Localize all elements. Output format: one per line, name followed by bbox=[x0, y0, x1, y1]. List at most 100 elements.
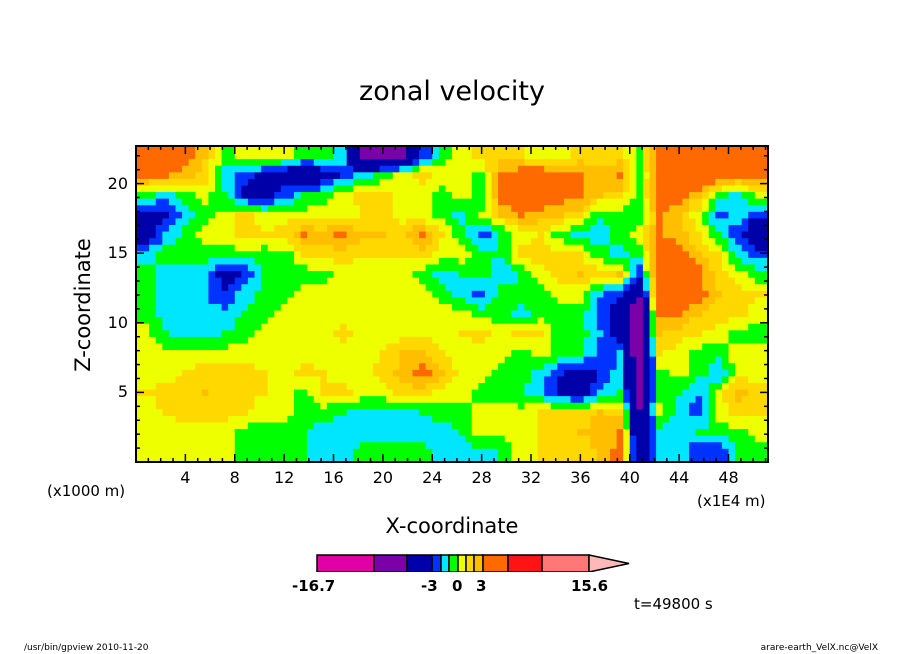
heatmap-cell bbox=[583, 304, 591, 312]
heatmap-cell bbox=[471, 442, 479, 450]
heatmap-cell bbox=[603, 304, 611, 312]
heatmap-cell bbox=[570, 442, 578, 450]
heatmap-cell bbox=[583, 402, 591, 410]
heatmap-cell bbox=[550, 277, 558, 285]
heatmap-cell bbox=[563, 277, 572, 285]
heatmap-cell bbox=[307, 277, 315, 285]
heatmap-cell bbox=[471, 146, 479, 154]
heatmap-cell bbox=[419, 185, 427, 193]
heatmap-cell bbox=[458, 211, 466, 220]
heatmap-cell bbox=[471, 284, 479, 292]
heatmap-cell bbox=[215, 238, 223, 246]
heatmap-cell bbox=[524, 244, 532, 252]
heatmap-cell bbox=[550, 290, 558, 299]
heatmap-cell bbox=[590, 198, 598, 206]
heatmap-cell bbox=[386, 402, 394, 410]
heatmap-cell bbox=[307, 172, 315, 180]
heatmap-cell bbox=[445, 343, 453, 351]
heatmap-cell bbox=[175, 336, 183, 345]
heatmap-cell bbox=[438, 330, 447, 338]
heatmap-cell bbox=[261, 402, 269, 410]
heatmap-cell bbox=[577, 284, 585, 292]
heatmap-cell bbox=[267, 178, 275, 187]
heatmap-cell bbox=[669, 343, 677, 351]
heatmap-cell bbox=[307, 317, 315, 325]
heatmap-cell bbox=[419, 257, 427, 266]
heatmap-cell bbox=[649, 304, 657, 312]
heatmap-cell bbox=[669, 350, 677, 358]
heatmap-cell bbox=[754, 211, 763, 220]
heatmap-cell bbox=[438, 310, 447, 318]
heatmap-cell bbox=[438, 238, 447, 246]
heatmap-cell bbox=[340, 369, 348, 378]
heatmap-cell bbox=[629, 383, 637, 391]
heatmap-cell bbox=[386, 198, 394, 206]
heatmap-cell bbox=[379, 290, 387, 299]
heatmap-cell bbox=[373, 415, 381, 424]
heatmap-cell bbox=[201, 369, 210, 378]
heatmap-cell bbox=[294, 238, 302, 246]
heatmap-cell bbox=[287, 244, 295, 252]
heatmap-cell bbox=[188, 172, 196, 180]
heatmap-cell bbox=[162, 264, 170, 272]
heatmap-cell bbox=[228, 376, 236, 384]
heatmap-cell bbox=[241, 323, 249, 331]
heatmap-cell bbox=[379, 369, 387, 378]
heatmap-cell bbox=[478, 435, 486, 443]
heatmap-cell bbox=[326, 402, 335, 410]
heatmap-cell bbox=[162, 185, 170, 193]
heatmap-cell bbox=[649, 284, 657, 292]
x-tick-label: 36 bbox=[570, 468, 591, 487]
heatmap-cell bbox=[761, 205, 769, 213]
heatmap-cell bbox=[570, 277, 578, 285]
heatmap-cell bbox=[261, 304, 269, 312]
heatmap-cell bbox=[656, 448, 664, 457]
heatmap-cell bbox=[596, 383, 605, 391]
heatmap-cell bbox=[340, 389, 348, 397]
heatmap-cell bbox=[491, 251, 499, 259]
heatmap-cell bbox=[195, 396, 203, 404]
heatmap-cell bbox=[155, 429, 163, 437]
heatmap-cell bbox=[201, 257, 210, 266]
heatmap-cell bbox=[425, 244, 433, 252]
heatmap-cell bbox=[557, 172, 565, 180]
heatmap-cell bbox=[642, 383, 651, 391]
heatmap-cell bbox=[419, 389, 427, 397]
heatmap-cell bbox=[682, 172, 690, 180]
heatmap-cell bbox=[320, 271, 328, 279]
heatmap-cell bbox=[623, 172, 631, 180]
heatmap-cell bbox=[754, 336, 763, 345]
heatmap-cell bbox=[577, 429, 585, 437]
heatmap-cell bbox=[458, 159, 466, 167]
heatmap-cell bbox=[498, 415, 506, 424]
heatmap-cell bbox=[550, 310, 558, 318]
heatmap-cell bbox=[405, 165, 414, 173]
heatmap-cell bbox=[346, 264, 354, 272]
heatmap-cell bbox=[373, 304, 381, 312]
heatmap-cell bbox=[563, 448, 572, 457]
heatmap-cell bbox=[432, 363, 440, 371]
heatmap-cell bbox=[359, 330, 368, 338]
heatmap-cell bbox=[215, 343, 223, 351]
heatmap-cell bbox=[234, 251, 242, 259]
heatmap-cell bbox=[642, 343, 651, 351]
heatmap-cell bbox=[642, 231, 651, 239]
heatmap-cell bbox=[280, 231, 289, 239]
heatmap-cell bbox=[577, 165, 585, 173]
heatmap-cell bbox=[669, 429, 677, 437]
heatmap-cell bbox=[445, 376, 453, 384]
heatmap-cell bbox=[498, 389, 506, 397]
heatmap-cell bbox=[629, 178, 637, 187]
heatmap-cell bbox=[695, 422, 703, 430]
heatmap-cell bbox=[280, 152, 289, 160]
heatmap-cell bbox=[346, 435, 354, 443]
heatmap-cell bbox=[662, 290, 670, 299]
heatmap-cell bbox=[392, 389, 400, 397]
heatmap-cell bbox=[307, 323, 315, 331]
heatmap-cell bbox=[234, 284, 242, 292]
heatmap-cell bbox=[168, 211, 177, 220]
heatmap-cell bbox=[294, 257, 302, 266]
heatmap-cell bbox=[405, 343, 414, 351]
heatmap-cell bbox=[504, 422, 512, 430]
heatmap-cell bbox=[616, 264, 624, 272]
